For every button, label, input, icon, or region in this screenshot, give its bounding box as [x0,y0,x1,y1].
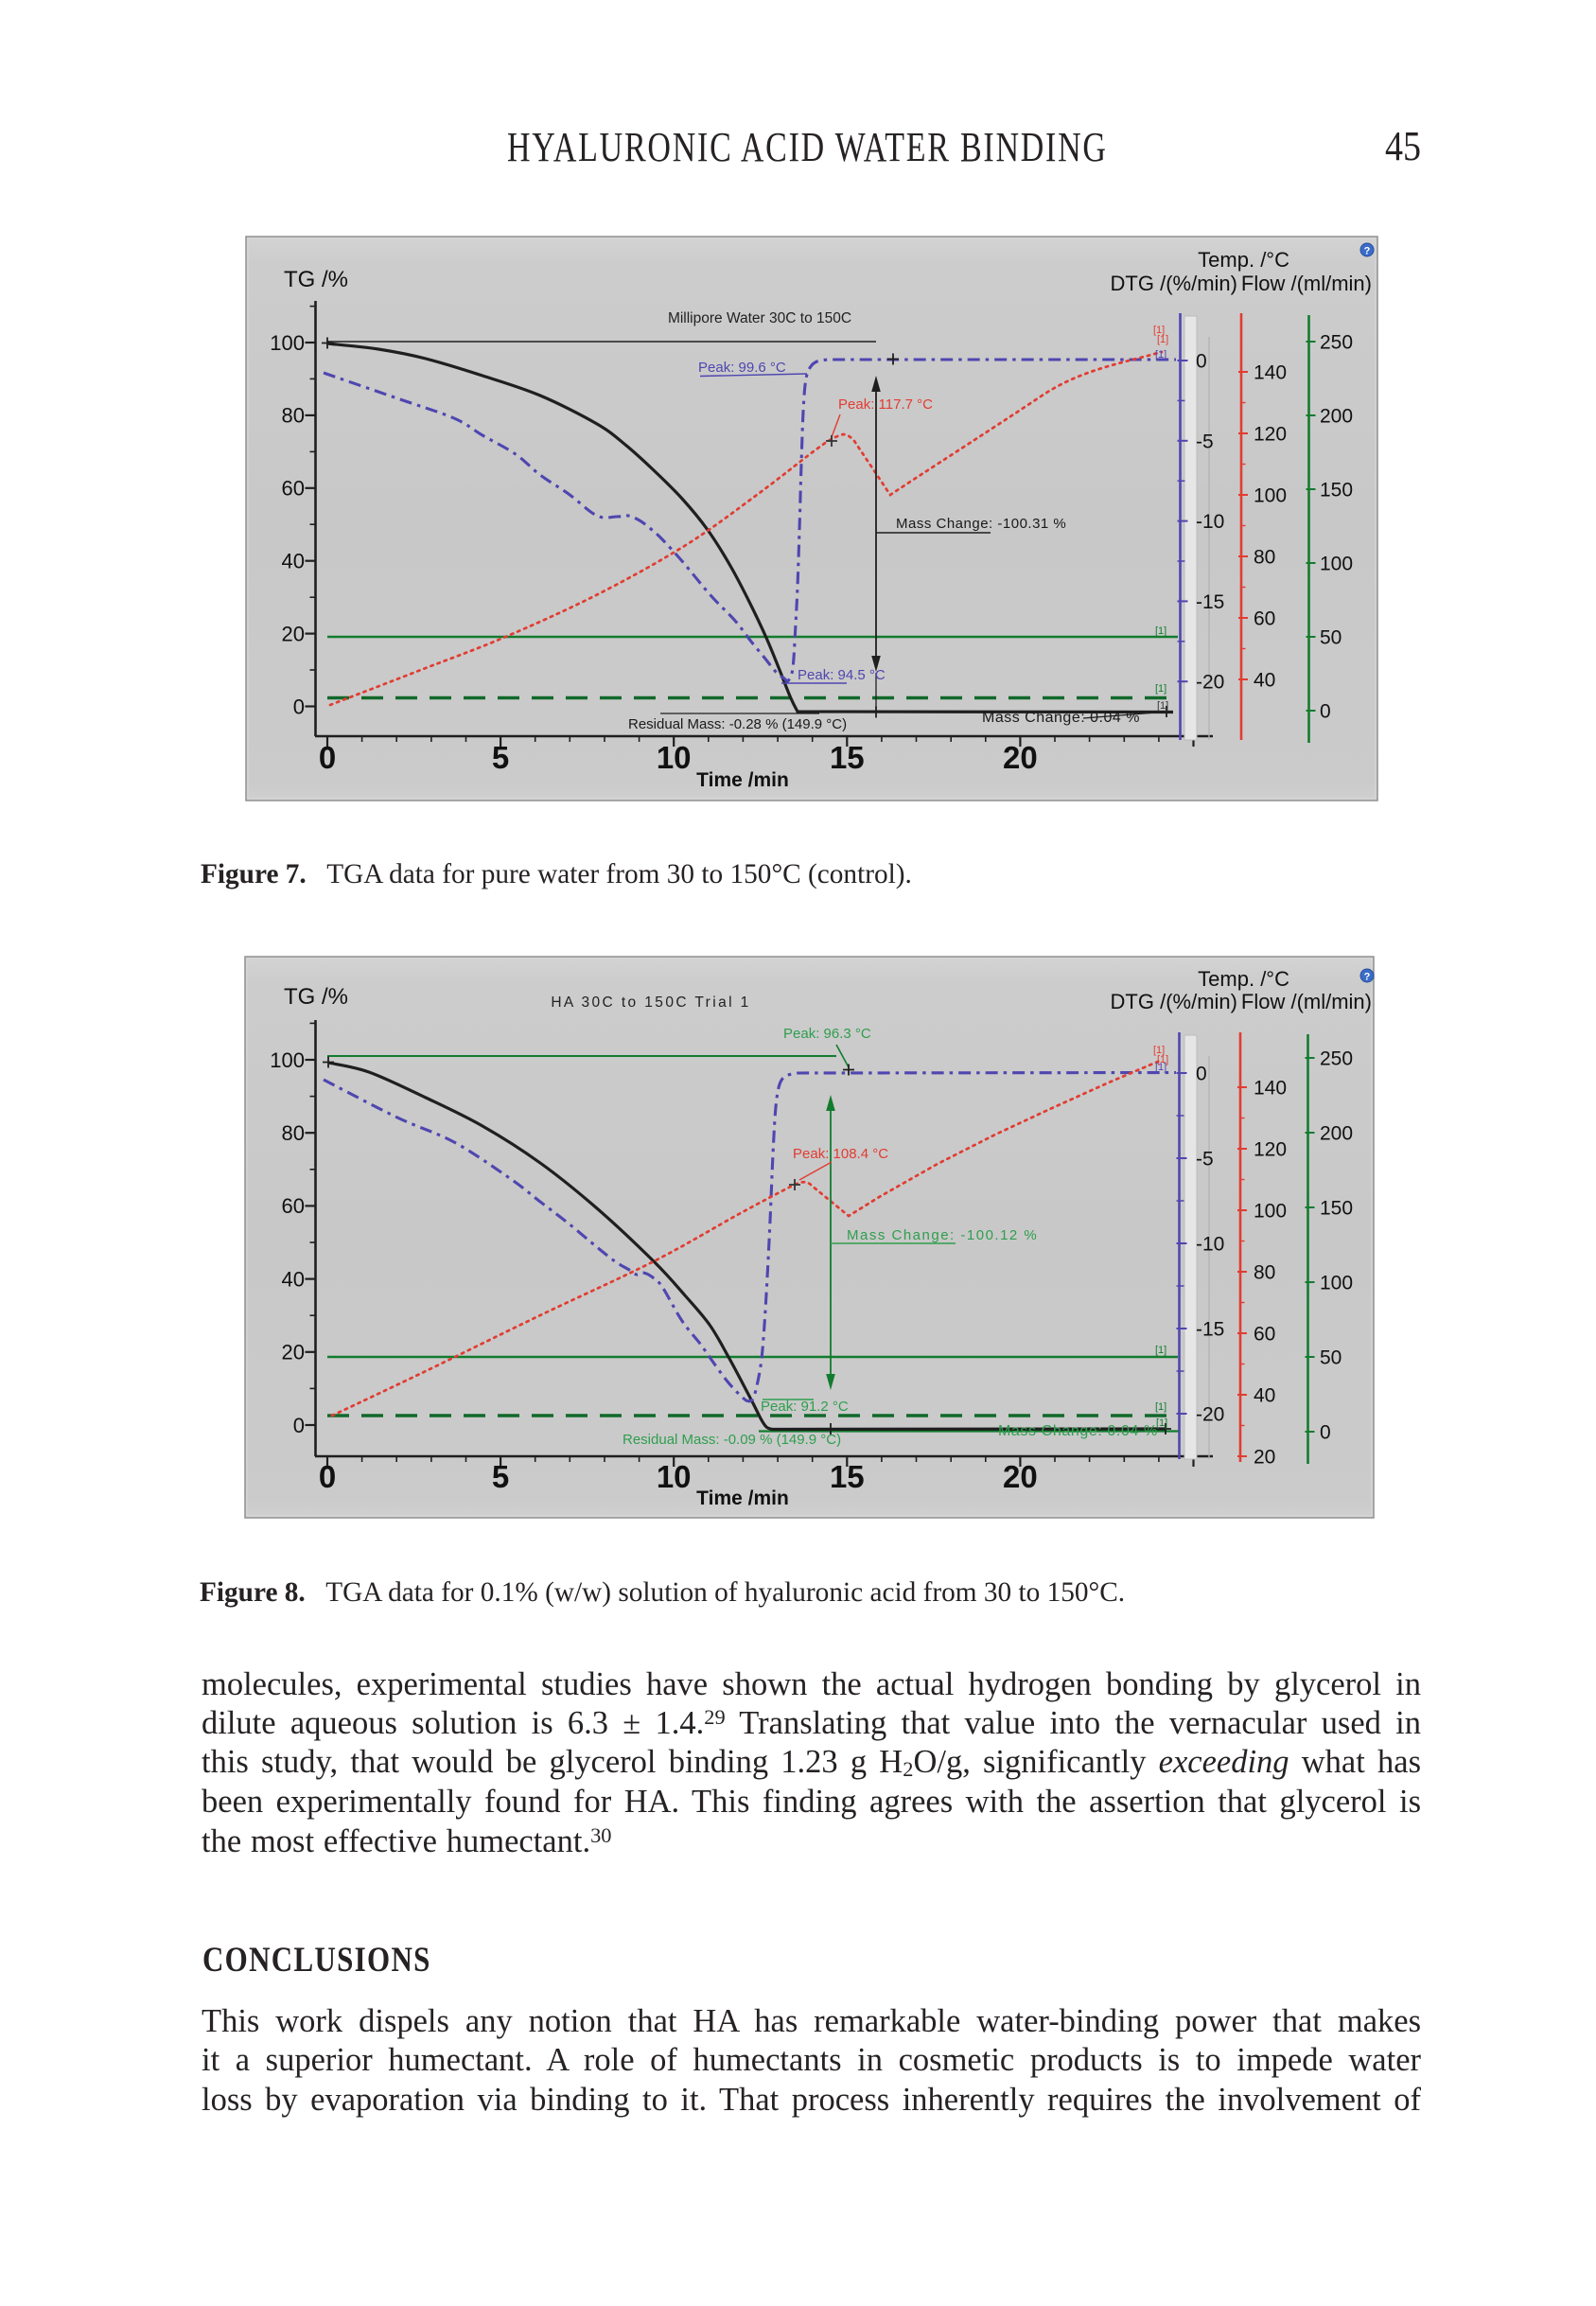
svg-text:[1]: [1] [1155,1062,1166,1073]
svg-text:Residual Mass: -0.09 % (149.9: Residual Mass: -0.09 % (149.9 °C) [623,1432,841,1448]
svg-text:40: 40 [1254,1385,1275,1407]
svg-text:60: 60 [282,477,305,501]
svg-text:Peak: 91.2 °C: Peak: 91.2 °C [761,1399,849,1415]
svg-text:0: 0 [1196,351,1207,373]
svg-text:20: 20 [282,1341,305,1364]
svg-text:80: 80 [282,404,305,428]
svg-text:Millipore Water 30C to 150C: Millipore Water 30C to 150C [668,310,851,326]
svg-text:0: 0 [293,1414,305,1437]
svg-text:-5: -5 [1196,431,1214,452]
svg-text:-20: -20 [1196,1404,1224,1426]
svg-text:[1]: [1] [1156,1417,1167,1429]
svg-text:60: 60 [1254,608,1275,630]
svg-text:Peak: 108.4 °C: Peak: 108.4 °C [793,1146,888,1162]
svg-text:[1]: [1] [1155,683,1166,695]
svg-text:60: 60 [282,1194,305,1218]
svg-text:80: 80 [1254,1262,1275,1284]
svg-text:[1]: [1] [1155,349,1166,361]
svg-text:HA 30C to 150C Trial 1: HA 30C to 150C Trial 1 [551,995,750,1011]
svg-text:15: 15 [830,740,865,775]
svg-text:Mass Change: -100.31 %: Mass Change: -100.31 % [896,516,1066,532]
svg-text:[1]: [1] [1153,1045,1165,1056]
svg-text:100: 100 [1320,1273,1353,1294]
svg-text:Time /min: Time /min [696,769,789,791]
svg-text:250: 250 [1320,332,1353,354]
svg-text:-5: -5 [1196,1149,1214,1171]
svg-text:50: 50 [1320,1347,1342,1369]
svg-text:-10: -10 [1196,511,1224,533]
svg-text:40: 40 [282,550,305,573]
svg-text:0: 0 [1196,1064,1207,1085]
svg-text:Peak: 96.3 °C: Peak: 96.3 °C [783,1026,871,1042]
svg-text:150: 150 [1320,480,1353,502]
svg-text:10: 10 [657,1459,692,1494]
svg-text:TG /%: TG /% [284,984,348,1010]
svg-text:[1]: [1] [1157,1054,1168,1065]
svg-text:10: 10 [657,740,692,775]
svg-text:100: 100 [270,331,305,355]
svg-text:?: ? [1364,972,1371,983]
svg-text:[1]: [1] [1157,334,1168,345]
svg-text:20: 20 [1003,740,1038,775]
svg-text:DTG /(%/min): DTG /(%/min) [1111,990,1237,1013]
svg-text:140: 140 [1254,1078,1287,1100]
svg-text:[1]: [1] [1155,1345,1166,1356]
svg-text:?: ? [1364,246,1371,257]
svg-text:100: 100 [1254,1201,1287,1223]
svg-text:-10: -10 [1196,1234,1224,1256]
svg-text:5: 5 [492,1459,509,1494]
svg-text:20: 20 [282,622,305,645]
svg-text:Flow /(ml/min): Flow /(ml/min) [1241,990,1372,1013]
svg-text:Residual Mass: -0.28 % (149.9: Residual Mass: -0.28 % (149.9 °C) [628,716,847,732]
svg-text:-20: -20 [1196,672,1224,694]
svg-text:120: 120 [1254,1139,1287,1161]
svg-text:[1]: [1] [1155,1401,1166,1413]
svg-text:5: 5 [492,740,509,775]
svg-text:-15: -15 [1196,1319,1224,1341]
svg-text:Peak: 117.7 °C: Peak: 117.7 °C [838,396,933,413]
svg-text:40: 40 [1254,670,1275,692]
svg-text:Peak: 99.6 °C: Peak: 99.6 °C [698,360,786,376]
svg-text:15: 15 [830,1459,865,1494]
svg-text:20: 20 [1003,1459,1038,1494]
svg-text:100: 100 [1320,554,1353,575]
svg-text:120: 120 [1254,424,1287,446]
svg-text:60: 60 [1254,1324,1275,1346]
svg-text:Mass Change: 0.04 %: Mass Change: 0.04 % [998,1423,1158,1439]
svg-text:Flow /(ml/min): Flow /(ml/min) [1241,272,1372,295]
svg-text:0: 0 [1320,701,1331,723]
svg-text:[1]: [1] [1157,700,1168,712]
svg-text:Peak: 94.5 °C: Peak: 94.5 °C [798,667,886,683]
svg-text:80: 80 [1254,547,1275,569]
svg-text:250: 250 [1320,1048,1353,1070]
svg-text:80: 80 [282,1121,305,1145]
svg-text:200: 200 [1320,406,1353,428]
svg-text:200: 200 [1320,1123,1353,1145]
svg-text:0: 0 [319,1459,336,1494]
svg-text:100: 100 [1254,485,1287,507]
svg-text:Mass Change: 0.04 %: Mass Change: 0.04 % [982,710,1140,726]
svg-text:150: 150 [1320,1198,1353,1220]
svg-text:0: 0 [319,740,336,775]
svg-text:Temp. /°C: Temp. /°C [1198,967,1289,991]
svg-text:140: 140 [1254,362,1287,384]
svg-text:[1]: [1] [1155,625,1166,637]
svg-text:-15: -15 [1196,591,1224,613]
svg-text:DTG /(%/min): DTG /(%/min) [1111,272,1237,295]
svg-text:[1]: [1] [1153,325,1165,336]
svg-text:40: 40 [282,1267,305,1291]
svg-text:Time /min: Time /min [696,1487,789,1509]
svg-text:0: 0 [1320,1422,1331,1444]
svg-text:TG /%: TG /% [284,267,348,292]
svg-text:100: 100 [270,1048,305,1072]
svg-text:Temp. /°C: Temp. /°C [1198,248,1289,272]
svg-text:20: 20 [1254,1447,1275,1469]
svg-text:50: 50 [1320,627,1342,649]
svg-text:0: 0 [293,695,305,718]
svg-text:Mass Change: -100.12 %: Mass Change: -100.12 % [847,1227,1038,1243]
